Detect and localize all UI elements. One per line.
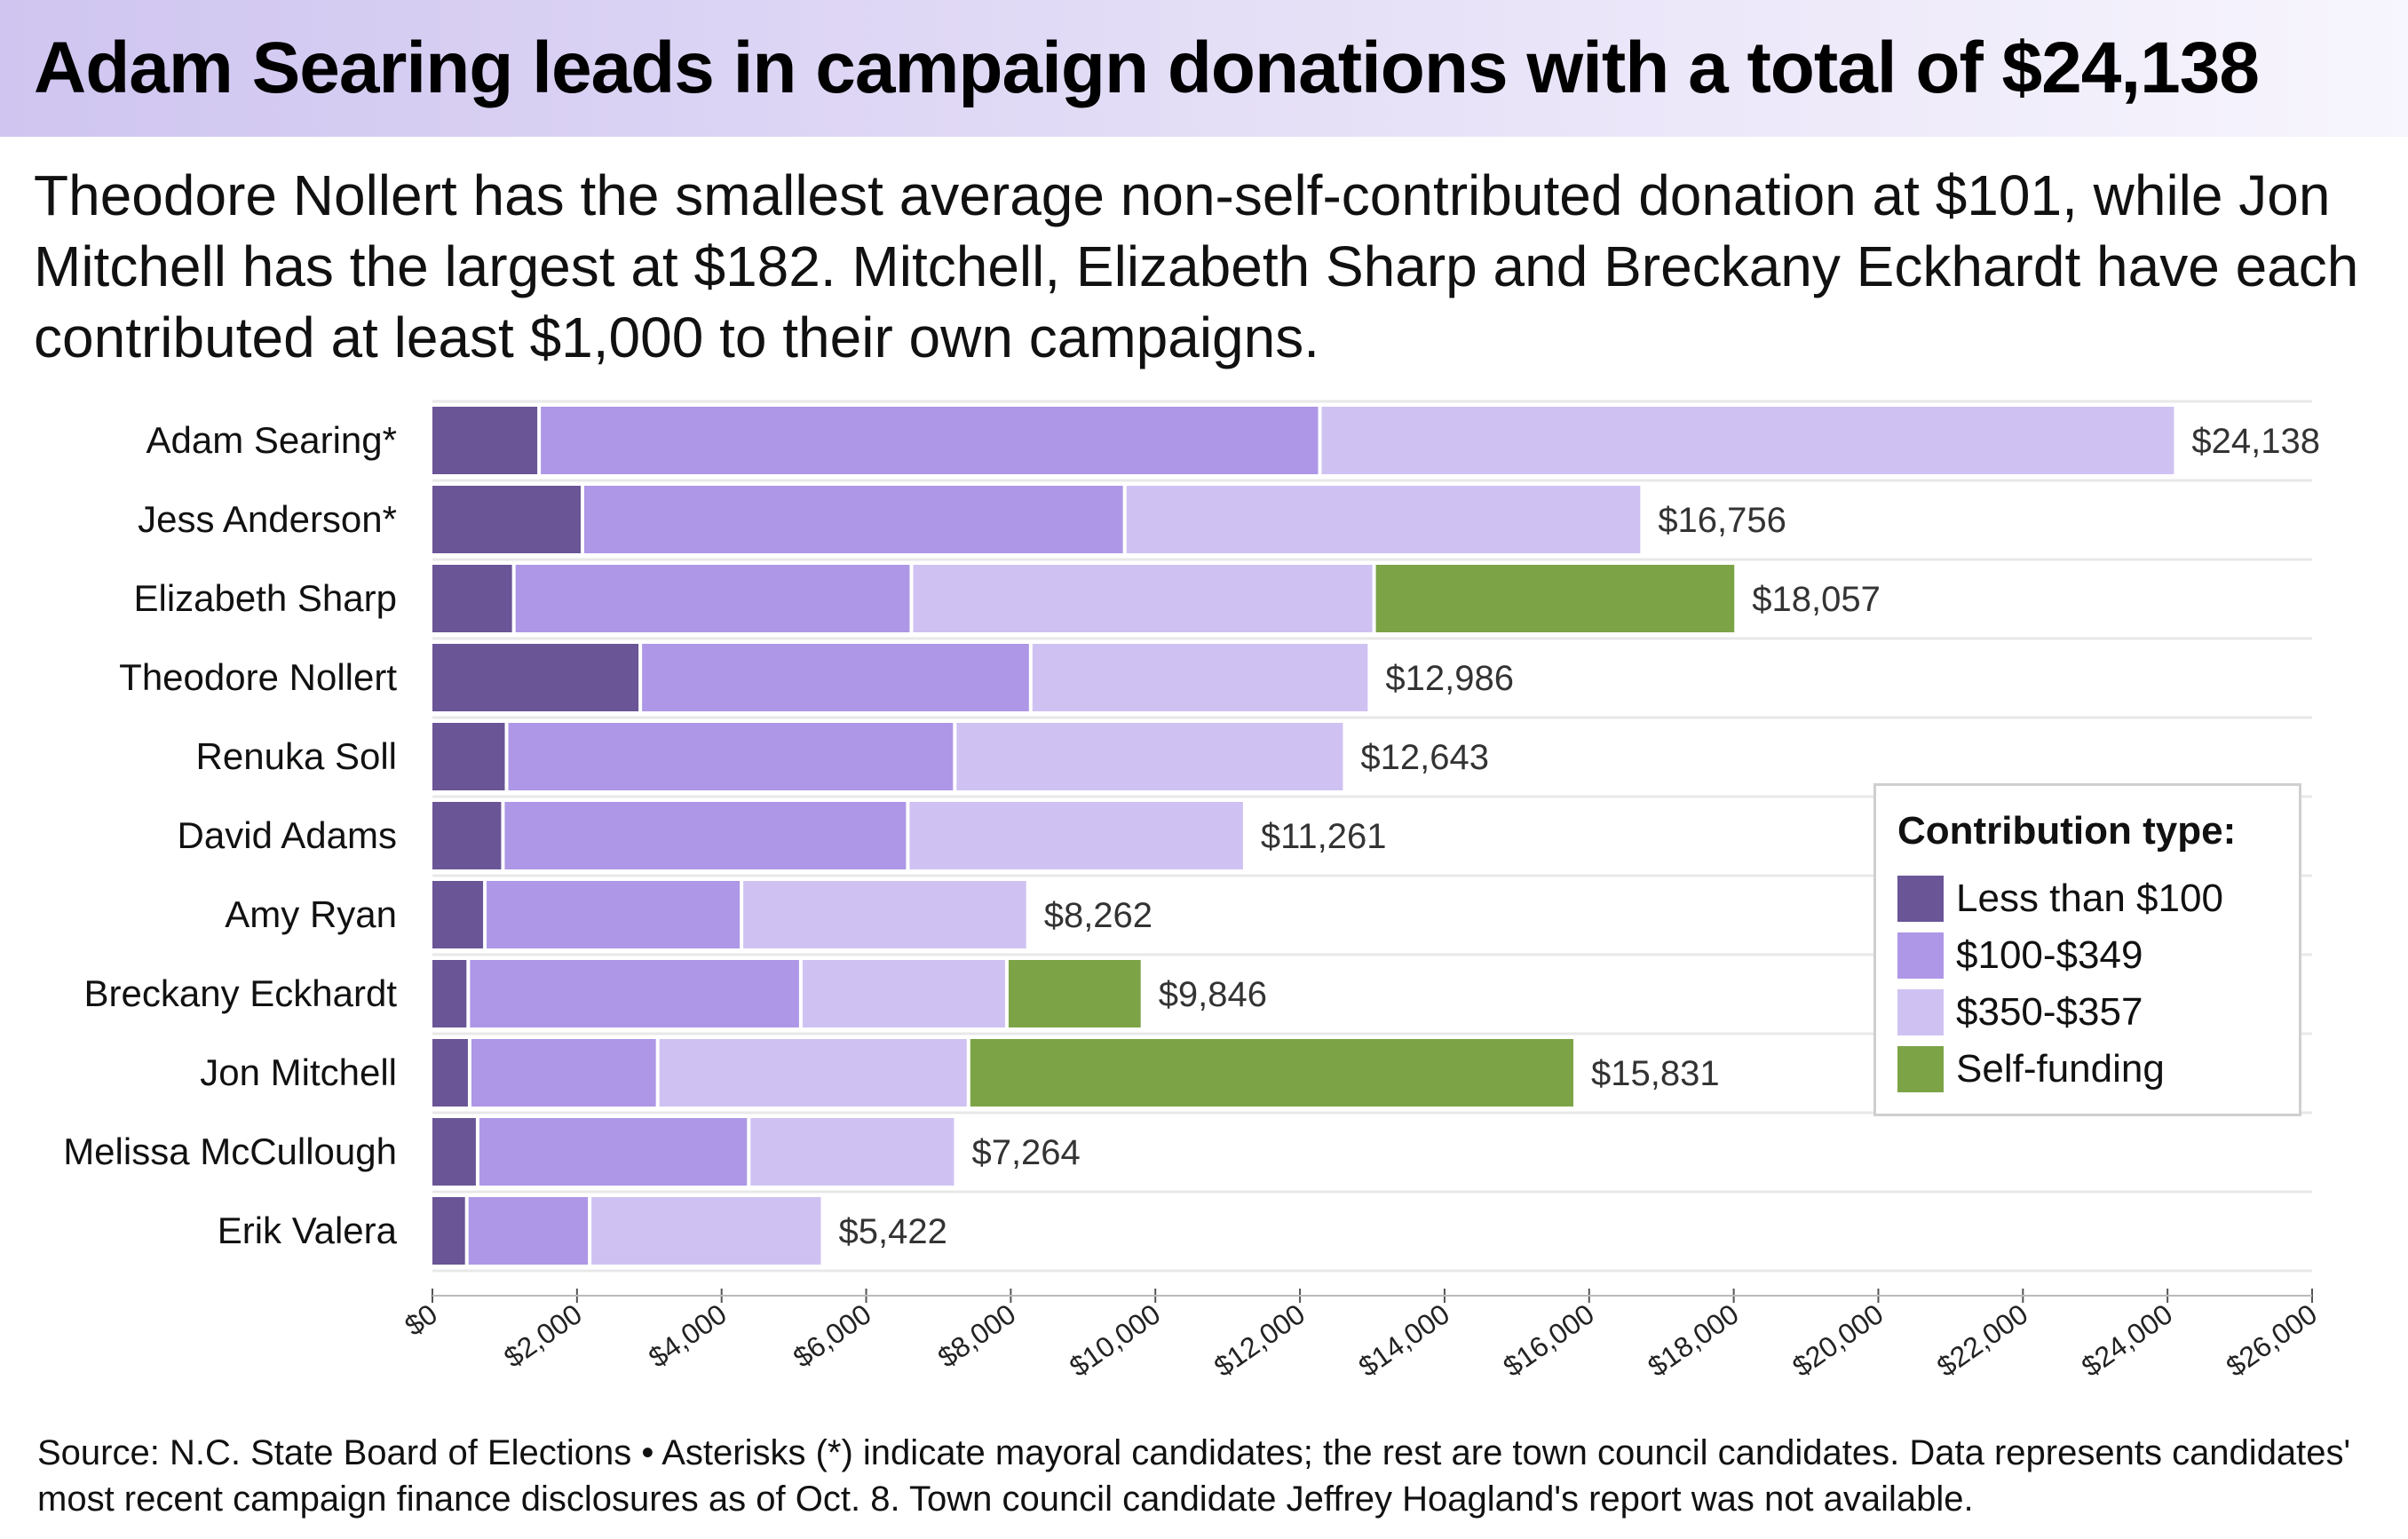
bar-segment	[432, 407, 538, 474]
legend-title: Contribution type:	[1897, 809, 2237, 853]
category-label: Adam Searing*	[147, 419, 398, 461]
x-tick-label: $18,000	[1642, 1297, 1744, 1383]
bar-segment	[479, 1118, 748, 1186]
legend-label: Less than $100	[1956, 877, 2223, 920]
bar-segment	[432, 802, 502, 869]
total-label: $16,756	[1658, 501, 1786, 540]
bar-segment	[909, 802, 1243, 869]
bar-segment	[432, 960, 467, 1027]
chart-title: Adam Searing leads in campaign donations…	[34, 28, 2260, 108]
bar-segment	[432, 1039, 468, 1107]
legend-swatch	[1897, 989, 1944, 1035]
category-label: Elizabeth Sharp	[133, 577, 397, 619]
bar-segment	[432, 644, 639, 711]
total-label: $9,846	[1159, 975, 1267, 1014]
x-tick-label: $14,000	[1353, 1297, 1455, 1383]
total-label: $24,138	[2191, 422, 2320, 461]
x-tick-label: $0	[399, 1297, 443, 1342]
x-tick-label: $20,000	[1786, 1297, 1889, 1383]
total-label: $12,986	[1385, 659, 1514, 698]
bar-segment	[583, 486, 1123, 553]
bar-segment	[432, 723, 505, 790]
x-tick-label: $4,000	[643, 1297, 733, 1374]
category-label: Erik Valera	[218, 1210, 398, 1251]
legend: Contribution type: Less than $100 $100-$…	[1873, 783, 2301, 1116]
bar-chart: $0 $2,000 $4,000 $6,000 $8,000 $10,000 $12,000…	[63, 400, 2323, 1383]
legend-label: $350-$357	[1956, 990, 2143, 1034]
total-label: $15,831	[1591, 1054, 1720, 1093]
bar-segment	[1126, 486, 1641, 553]
bar-segment	[470, 960, 799, 1027]
x-tick-label: $16,000	[1497, 1297, 1599, 1383]
bar-segment	[659, 1039, 967, 1107]
bar-segment	[1375, 565, 1735, 632]
bar-segment	[1008, 960, 1141, 1027]
bar-segment	[642, 644, 1029, 711]
x-tick-label: $6,000	[788, 1297, 877, 1374]
bar-segment	[1321, 407, 2174, 474]
bar-segment	[468, 1197, 589, 1265]
category-label: David Adams	[178, 814, 397, 856]
bar-segment	[970, 1039, 1574, 1107]
category-label: Theodore Nollert	[119, 656, 397, 698]
total-label: $18,057	[1752, 580, 1881, 619]
bar-segment	[432, 486, 581, 553]
x-tick-label: $2,000	[498, 1297, 588, 1374]
x-tick-label: $8,000	[932, 1297, 1022, 1374]
legend-item-self-funding: Self-funding	[1897, 1045, 2165, 1093]
bar-segment	[471, 1039, 656, 1107]
x-tick-label: $22,000	[1931, 1297, 2033, 1383]
category-label: Amy Ryan	[225, 893, 397, 935]
x-tick-label: $12,000	[1208, 1297, 1311, 1383]
bar-segment	[802, 960, 1005, 1027]
footer-source-note: Source: N.C. State Board of Elections • …	[37, 1433, 2351, 1519]
legend-item-less-than-100: Less than $100	[1897, 875, 2223, 923]
bar-segment	[913, 565, 1373, 632]
title-bar	[0, 0, 2408, 137]
bar-segment	[504, 802, 907, 869]
legend-item-350-357: $350-$357	[1897, 988, 2143, 1036]
x-tick-label: $10,000	[1064, 1297, 1166, 1383]
category-label: Jess Anderson*	[138, 498, 397, 540]
bar-segment	[508, 723, 954, 790]
category-label: Jon Mitchell	[200, 1051, 397, 1093]
bar-segment	[956, 723, 1343, 790]
bar-segment	[591, 1197, 821, 1265]
bar-segment	[1032, 644, 1368, 711]
legend-item-100-349: $100-$349	[1897, 932, 2143, 980]
legend-label: Self-funding	[1956, 1047, 2165, 1091]
x-tick-label: $26,000	[2221, 1297, 2323, 1383]
total-label: $5,422	[838, 1212, 947, 1251]
total-label: $11,261	[1261, 817, 1387, 856]
x-tick-label: $24,000	[2076, 1297, 2178, 1383]
bar-segment	[432, 1118, 476, 1186]
bar-segment	[743, 881, 1026, 948]
total-label: $12,643	[1360, 738, 1489, 777]
bar-segment	[541, 407, 1319, 474]
bar-segment	[515, 565, 910, 632]
legend-swatch	[1897, 932, 1944, 979]
bar-segment	[432, 881, 484, 948]
legend-label: $100-$349	[1956, 933, 2143, 977]
legend-swatch	[1897, 876, 1944, 922]
category-label: Breckany Eckhardt	[84, 972, 398, 1014]
total-label: $7,264	[971, 1133, 1080, 1172]
bar-segment	[487, 881, 741, 948]
chart-subtitle: Theodore Nollert has the smallest averag…	[34, 163, 2359, 369]
bar-segment	[432, 565, 512, 632]
category-label: Renuka Soll	[196, 735, 397, 777]
legend-swatch	[1897, 1046, 1944, 1092]
bar-segment	[432, 1197, 465, 1265]
category-label: Melissa McCullough	[63, 1130, 397, 1172]
bar-segment	[750, 1118, 954, 1186]
total-label: $8,262	[1044, 896, 1153, 935]
